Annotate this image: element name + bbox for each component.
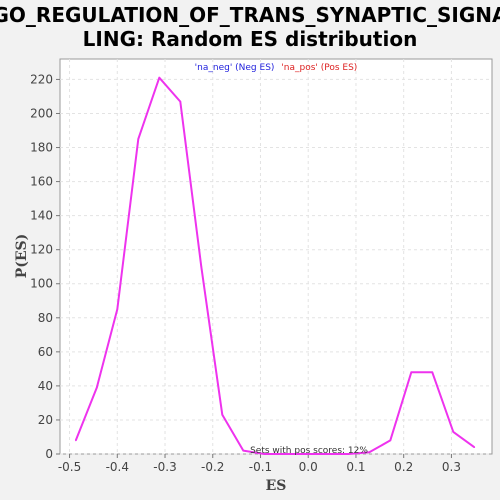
- data-point: [116, 308, 119, 311]
- y-tick-label: 200: [30, 106, 53, 120]
- data-point: [137, 138, 140, 140]
- data-point: [263, 453, 266, 455]
- chart-title-line-2: LING: Random ES distribution: [83, 27, 418, 51]
- x-axis-label: ES: [266, 478, 287, 494]
- x-tick-label: 0.1: [346, 460, 365, 474]
- x-tick-label: -0.1: [249, 460, 272, 474]
- x-tick-label: 0.0: [299, 460, 318, 474]
- data-point: [473, 446, 476, 449]
- y-tick-label: 160: [30, 175, 53, 189]
- grid-lines: [60, 59, 492, 455]
- x-axis-ticks: -0.5 -0.4 -0.3 -0.2 -0.1 0.0 0.1 0.2 0.3: [58, 454, 461, 474]
- data-point: [284, 453, 287, 455]
- data-point: [431, 371, 434, 374]
- y-tick-label: 0: [45, 447, 53, 461]
- data-point: [158, 76, 161, 79]
- data-point: [96, 386, 98, 389]
- es-distribution-line: [74, 76, 475, 455]
- y-tick-label: 80: [38, 311, 53, 325]
- chart-title-line-1: GO_REGULATION_OF_TRANS_SYNAPTIC_SIGNA: [0, 3, 500, 27]
- plot-area: [59, 58, 493, 455]
- y-axis-label: P(ES): [14, 234, 30, 279]
- series-group: [74, 76, 476, 455]
- legend-entry-pos: 'na_pos' (Pos ES): [281, 63, 357, 73]
- y-tick-label: 140: [30, 209, 53, 223]
- y-tick-label: 100: [30, 277, 53, 291]
- y-tick-label: 220: [30, 72, 53, 86]
- data-point: [326, 453, 329, 455]
- x-tick-label: 0.3: [442, 460, 461, 474]
- data-point: [452, 431, 455, 433]
- x-tick-label: -0.3: [153, 460, 176, 474]
- y-tick-label: 60: [38, 345, 53, 359]
- data-point: [75, 439, 77, 442]
- y-tick-label: 120: [30, 243, 53, 257]
- legend-entry-neg: 'na_neg' (Neg ES): [195, 63, 275, 73]
- data-point: [200, 265, 203, 268]
- chart-legend: 'na_neg' (Neg ES) 'na_pos' (Pos ES): [195, 63, 358, 73]
- x-tick-label: -0.5: [58, 460, 81, 474]
- data-point: [389, 439, 392, 442]
- x-tick-label: -0.4: [106, 460, 129, 474]
- pos-scores-annotation: Sets with pos scores: 12%: [250, 446, 368, 456]
- y-axis-ticks: 0 20 40 60 80 100 120 140 160 180 200 220: [30, 72, 60, 461]
- y-tick-label: 20: [38, 413, 53, 427]
- data-point: [368, 451, 371, 454]
- y-tick-label: 180: [30, 141, 53, 155]
- x-tick-label: -0.2: [201, 460, 224, 474]
- data-point: [221, 414, 224, 416]
- x-tick-label: 0.2: [394, 460, 413, 474]
- data-point: [347, 453, 350, 455]
- y-tick-label: 40: [38, 379, 53, 393]
- data-point: [305, 453, 308, 455]
- data-point: [242, 449, 245, 452]
- data-point: [179, 100, 182, 103]
- data-point: [410, 371, 413, 374]
